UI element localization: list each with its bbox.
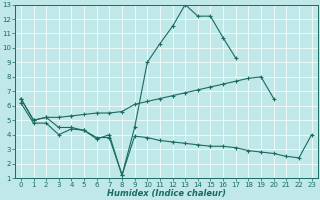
X-axis label: Humidex (Indice chaleur): Humidex (Indice chaleur)	[107, 189, 226, 198]
